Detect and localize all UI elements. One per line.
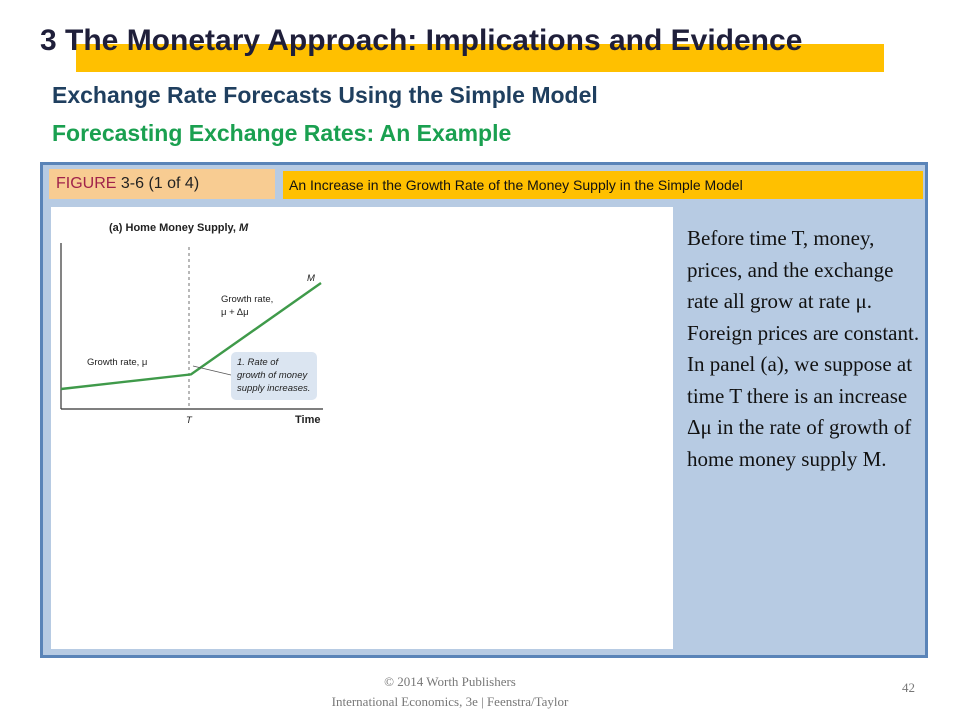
chart-title: (a) Home Money Supply, M [109,222,249,234]
slide-subsubtitle: Forecasting Exchange Rates: An Example [52,120,512,146]
x-tick-label-t: T [186,415,193,426]
callout-line3: supply increases. [237,383,310,394]
footer-line1: © 2014 Worth Publishers [384,674,516,689]
x-axis-label: Time [295,414,320,426]
chart-title-prefix: (a) Home Money Supply, [109,222,239,234]
figure-description: Before time T, money, prices, and the ex… [687,226,920,471]
figure-label-number: 3-6 (1 of 4) [116,175,200,192]
figure-caption: An Increase in the Growth Rate of the Mo… [283,171,923,199]
callout-line2: growth of money [237,370,308,381]
footer-line2: International Economics, 3e | Feenstra/T… [331,694,569,709]
callout-line1: 1. Rate of [237,357,280,368]
slide-subtitle: Exchange Rate Forecasts Using the Simple… [52,82,598,108]
growth-rate-before-label: Growth rate, μ [87,357,147,368]
figure-panel: FIGURE 3-6 (1 of 4) An Increase in the G… [40,162,928,658]
figure-label: FIGURE 3-6 (1 of 4) [49,169,275,199]
page-number: 42 [902,680,915,695]
callout-box [231,352,317,400]
slide-title: 3 The Monetary Approach: Implications an… [40,24,803,57]
callout-pointer [192,365,232,376]
money-supply-chart: (a) Home Money Supply, M 1. Rate of grow… [60,222,323,426]
chart-title-var: M [239,222,249,234]
figure-label-word: FIGURE [56,175,117,192]
series-label-m: M [307,273,315,284]
chart-area: (a) Home Money Supply, M 1. Rate of grow… [51,207,673,649]
series-line-m [60,282,322,391]
growth-rate-after-label-1: Growth rate, [221,294,273,305]
growth-rate-after-label-2: μ + Δμ [221,307,249,318]
title-highlight-bar [76,44,884,72]
footer-credit: © 2014 Worth Publishers International Ec… [300,672,600,712]
